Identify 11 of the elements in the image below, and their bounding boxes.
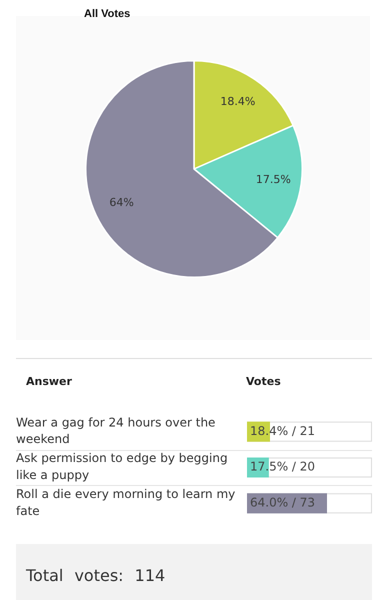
text: Votes	[246, 375, 281, 388]
text: Total votes: 114	[26, 566, 166, 585]
data-label: 64.0% / 73	[250, 495, 316, 510]
y-tick-label: Ask permission to edge by begging like a puppy	[16, 451, 228, 482]
y-tick-label: Roll a die every morning to learn my fate	[16, 487, 236, 518]
text: Answer	[26, 375, 72, 388]
data-label: 64%	[109, 196, 134, 210]
data-label: 17.5%	[256, 172, 291, 186]
data-label: 18.4%	[220, 94, 256, 108]
y-tick-label: Wear a gag for 24 hours over the weekend	[16, 415, 216, 446]
chart-title: All Votes	[84, 8, 130, 20]
